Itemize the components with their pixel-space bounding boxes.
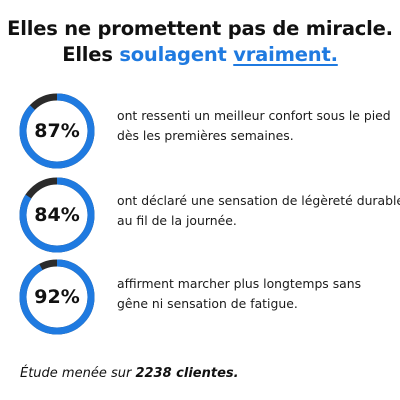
stat-percent-2: 84%	[34, 204, 80, 226]
stat-percent-3: 92%	[34, 286, 80, 308]
ring-fill	[19, 93, 95, 169]
study-footnote: Étude menée sur 2238 clientes.	[20, 366, 239, 381]
ring-fill	[19, 177, 95, 253]
progress-ring-1-graphic	[19, 93, 95, 169]
progress-ring-3: 92%	[18, 258, 96, 336]
stat-percent-1: 87%	[34, 120, 80, 142]
stat-row-2: 84% ont déclaré une sensation de légèret…	[0, 176, 400, 256]
progress-ring-3-graphic	[19, 259, 95, 335]
progress-ring-2-graphic	[19, 177, 95, 253]
headline-accent-word: soulagent	[119, 43, 227, 66]
stat-description-3-line-2: gêne ni sensation de fatigue.	[117, 296, 298, 311]
stat-description-3-line-1: affirment marcher plus longtemps sans	[117, 276, 362, 291]
progress-ring-2: 84%	[18, 176, 96, 254]
stat-row-3: 92% affirment marcher plus longtemps san…	[0, 258, 400, 338]
stat-description-1-line-1: ont ressenti un meilleur confort sous le…	[117, 108, 391, 123]
stat-description-2: ont déclaré une sensation de légèreté du…	[117, 191, 400, 231]
footnote-prefix: Étude menée sur	[20, 366, 136, 381]
progress-ring-1: 87%	[18, 92, 96, 170]
footnote-sample-size: 2238 clientes.	[135, 366, 239, 381]
headline-line-2: Elles soulagent vraiment.	[0, 42, 400, 68]
stat-description-2-line-2: au fil de la journée.	[117, 213, 237, 228]
ring-fill	[19, 259, 95, 335]
stat-description-2-line-1: ont déclaré une sensation de légèreté du…	[117, 193, 400, 208]
stat-description-1: ont ressenti un meilleur confort sous le…	[117, 106, 393, 146]
headline-prefix: Elles	[62, 43, 120, 66]
stat-row-1: 87% ont ressenti un meilleur confort sou…	[0, 92, 400, 172]
headline-underlined-word: vraiment.	[233, 43, 338, 66]
stat-description-1-line-2: dès les premières semaines.	[117, 128, 294, 143]
headline: Elles ne promettent pas de miracle. Elle…	[0, 16, 400, 68]
headline-line-1: Elles ne promettent pas de miracle.	[7, 17, 393, 40]
stat-description-3: affirment marcher plus longtemps sans gê…	[117, 274, 393, 314]
